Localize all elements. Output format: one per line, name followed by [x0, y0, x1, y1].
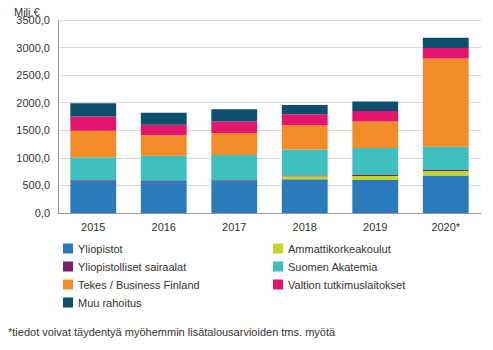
- svg-text:3500,0: 3500,0: [16, 14, 50, 26]
- svg-text:2016: 2016: [152, 221, 176, 233]
- svg-text:1500,0: 1500,0: [16, 124, 50, 136]
- svg-text:Milj.€: Milj.€: [14, 5, 40, 18]
- svg-text:3000,0: 3000,0: [16, 42, 50, 54]
- svg-text:2000,0: 2000,0: [16, 97, 50, 109]
- svg-text:2500,0: 2500,0: [16, 69, 50, 81]
- svg-text:Tekes / Business Finland: Tekes / Business Finland: [78, 279, 200, 291]
- svg-text:1000,0: 1000,0: [16, 152, 50, 164]
- svg-text:Muu rahoitus: Muu rahoitus: [78, 297, 142, 309]
- svg-text:500,0: 500,0: [22, 179, 50, 191]
- svg-text:2015: 2015: [81, 221, 105, 233]
- svg-text:Suomen Akatemia: Suomen Akatemia: [288, 261, 378, 273]
- svg-text:2020*: 2020*: [431, 221, 460, 233]
- svg-text:Ammattikorkeakoulut: Ammattikorkeakoulut: [288, 243, 391, 255]
- svg-text:2017: 2017: [222, 221, 246, 233]
- svg-text:Valtion tutkimuslaitokset: Valtion tutkimuslaitokset: [288, 279, 405, 291]
- svg-text:*tiedot voivat täydentyä myöhe: *tiedot voivat täydentyä myöhemmin lisät…: [8, 326, 336, 338]
- svg-text:2019: 2019: [363, 221, 387, 233]
- svg-text:0,0: 0,0: [35, 207, 50, 219]
- svg-text:Yliopistolliset sairaalat: Yliopistolliset sairaalat: [78, 261, 186, 273]
- svg-text:2018: 2018: [293, 221, 317, 233]
- svg-text:Yliopistot: Yliopistot: [78, 243, 123, 255]
